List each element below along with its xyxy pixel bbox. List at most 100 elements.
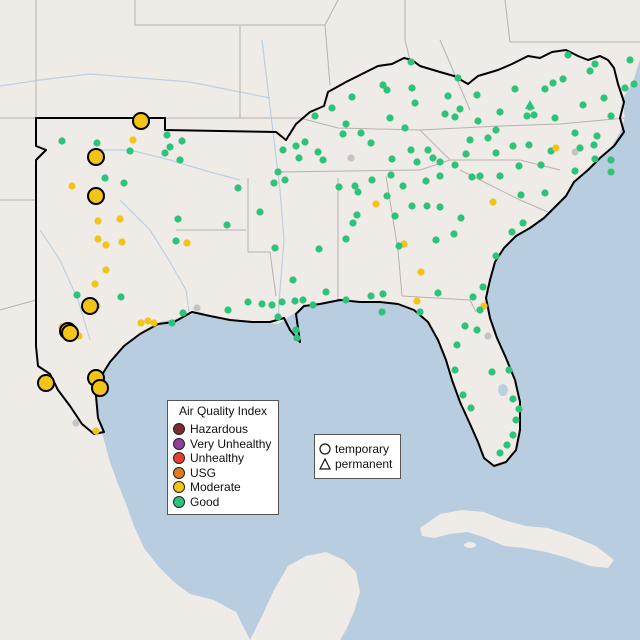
monitor-marker[interactable] <box>451 366 459 374</box>
monitor-marker[interactable] <box>399 182 407 190</box>
monitor-marker[interactable] <box>339 130 347 138</box>
monitor-marker[interactable] <box>68 182 76 190</box>
monitor-marker[interactable] <box>444 92 452 100</box>
monitor-marker[interactable] <box>174 215 182 223</box>
monitor-marker[interactable] <box>126 147 134 155</box>
monitor-marker[interactable] <box>137 319 145 327</box>
monitor-marker[interactable] <box>168 319 176 327</box>
monitor-marker[interactable] <box>417 268 425 276</box>
monitor-marker[interactable] <box>476 172 484 180</box>
monitor-marker[interactable] <box>571 129 579 137</box>
monitor-marker[interactable] <box>150 319 158 327</box>
monitor-marker[interactable] <box>423 202 431 210</box>
monitor-marker[interactable] <box>436 203 444 211</box>
monitor-marker[interactable] <box>509 431 517 439</box>
monitor-marker[interactable] <box>94 217 102 225</box>
monitor-marker[interactable] <box>413 158 421 166</box>
monitor-marker[interactable] <box>607 112 615 120</box>
monitor-marker[interactable] <box>484 134 492 142</box>
monitor-marker[interactable] <box>395 242 403 250</box>
monitor-marker[interactable] <box>474 117 482 125</box>
monitor-marker[interactable] <box>271 244 279 252</box>
monitor-marker[interactable] <box>368 176 376 184</box>
monitor-marker[interactable] <box>224 306 232 314</box>
monitor-marker[interactable] <box>94 235 102 243</box>
monitor-marker[interactable] <box>274 313 282 321</box>
monitor-marker[interactable] <box>476 306 484 314</box>
monitor-marker[interactable] <box>508 228 516 236</box>
monitor-marker[interactable] <box>505 366 513 374</box>
monitor-marker[interactable] <box>118 238 126 246</box>
monitor-marker[interactable] <box>461 322 469 330</box>
monitor-marker[interactable] <box>183 239 191 247</box>
monitor-marker-large[interactable] <box>87 187 105 205</box>
monitor-marker[interactable] <box>576 144 584 152</box>
monitor-marker[interactable] <box>223 221 231 229</box>
monitor-marker[interactable] <box>591 60 599 68</box>
monitor-marker[interactable] <box>564 51 572 59</box>
monitor-marker[interactable] <box>467 404 475 412</box>
monitor-marker[interactable] <box>367 292 375 300</box>
monitor-marker[interactable] <box>354 188 362 196</box>
monitor-marker[interactable] <box>496 449 504 457</box>
monitor-marker[interactable] <box>335 183 343 191</box>
monitor-marker[interactable] <box>549 79 557 87</box>
monitor-marker[interactable] <box>117 293 125 301</box>
monitor-marker[interactable] <box>367 139 375 147</box>
monitor-marker[interactable] <box>383 192 391 200</box>
monitor-marker[interactable] <box>72 419 80 427</box>
monitor-marker[interactable] <box>579 101 587 109</box>
monitor-marker[interactable] <box>571 167 579 175</box>
monitor-marker[interactable] <box>450 230 458 238</box>
monitor-marker[interactable] <box>289 276 297 284</box>
monitor-marker[interactable] <box>401 124 409 132</box>
monitor-marker[interactable] <box>466 136 474 144</box>
monitor-marker[interactable] <box>408 202 416 210</box>
monitor-marker[interactable] <box>387 171 395 179</box>
monitor-marker-large[interactable] <box>132 112 150 130</box>
monitor-marker[interactable] <box>551 114 559 122</box>
monitor-marker[interactable] <box>586 67 594 75</box>
monitor-marker[interactable] <box>519 219 527 227</box>
monitor-marker[interactable] <box>473 91 481 99</box>
monitor-marker[interactable] <box>630 80 638 88</box>
monitor-marker[interactable] <box>484 332 492 340</box>
monitor-marker[interactable] <box>348 93 356 101</box>
monitor-marker[interactable] <box>279 146 287 154</box>
monitor-marker[interactable] <box>166 143 174 151</box>
monitor-marker[interactable] <box>515 162 523 170</box>
monitor-marker[interactable] <box>591 155 599 163</box>
monitor-marker[interactable] <box>270 179 278 187</box>
monitor-marker[interactable] <box>523 112 531 120</box>
monitor-marker[interactable] <box>511 85 519 93</box>
monitor-marker[interactable] <box>453 341 461 349</box>
monitor-marker[interactable] <box>176 156 184 164</box>
monitor-marker[interactable] <box>351 182 359 190</box>
monitor-marker[interactable] <box>456 105 464 113</box>
monitor-marker[interactable] <box>372 200 380 208</box>
monitor-marker[interactable] <box>357 129 365 137</box>
monitor-marker[interactable] <box>621 84 629 92</box>
monitor-marker[interactable] <box>161 149 169 157</box>
monitor-marker[interactable] <box>314 148 322 156</box>
monitor-marker[interactable] <box>278 298 286 306</box>
monitor-marker[interactable] <box>607 156 615 164</box>
monitor-marker[interactable] <box>408 84 416 92</box>
monitor-marker[interactable] <box>342 120 350 128</box>
monitor-marker[interactable] <box>268 301 276 309</box>
monitor-marker[interactable] <box>436 158 444 166</box>
monitor-marker[interactable] <box>492 252 500 260</box>
monitor-marker[interactable] <box>432 236 440 244</box>
monitor-marker[interactable] <box>234 184 242 192</box>
monitor-marker[interactable] <box>537 161 545 169</box>
monitor-marker[interactable] <box>311 112 319 120</box>
monitor-marker[interactable] <box>593 132 601 140</box>
monitor-marker[interactable] <box>457 214 465 222</box>
monitor-marker[interactable] <box>258 300 266 308</box>
monitor-marker[interactable] <box>120 179 128 187</box>
monitor-marker-large[interactable] <box>91 379 109 397</box>
monitor-marker[interactable] <box>116 215 124 223</box>
monitor-marker[interactable] <box>299 296 307 304</box>
monitor-marker[interactable] <box>416 308 424 316</box>
monitor-marker[interactable] <box>291 297 299 305</box>
